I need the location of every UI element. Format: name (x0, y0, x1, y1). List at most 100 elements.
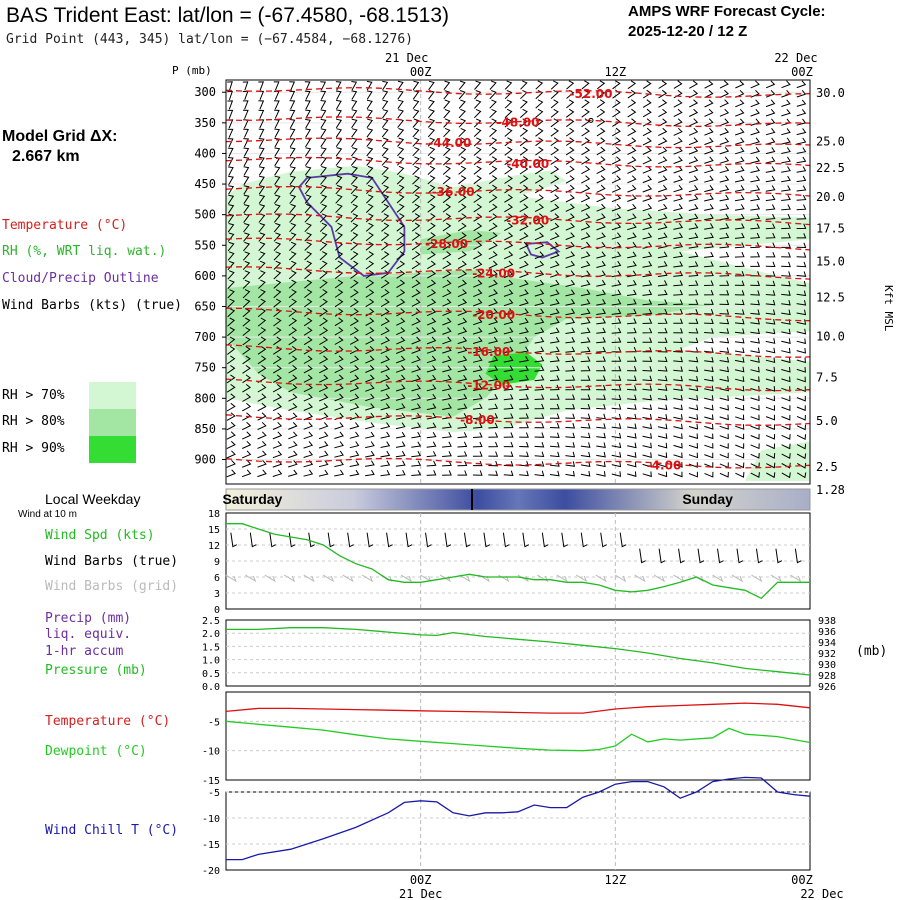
wind-barb-1430 (750, 99, 760, 108)
wind-barb-1078 (611, 346, 622, 353)
wind-barb-1358 (719, 213, 730, 221)
wind-barb-true-21 (639, 548, 646, 564)
wind-barb-789 (503, 394, 514, 401)
wind-barb-1040 (596, 384, 606, 391)
wind-barb-489 (396, 336, 406, 345)
wind-barb-535 (411, 374, 421, 382)
wind-barb-187 (288, 260, 297, 270)
wind-barb-53 (243, 185, 250, 195)
wind-barb-174 (289, 137, 296, 148)
wind-barb-895 (550, 203, 560, 212)
wind-barb-534 (411, 365, 421, 373)
wind-barb-818 (519, 270, 529, 278)
wind-barb-846 (535, 137, 544, 147)
wind-barb-1337 (704, 414, 714, 421)
wind-barb-459 (380, 450, 391, 458)
wind-barb-grid-15 (517, 574, 529, 583)
wind-barb-902 (550, 270, 560, 278)
wind-barb-grid-3 (284, 574, 296, 583)
wind-barb-1170 (642, 423, 653, 430)
wind-barb-530 (411, 327, 421, 336)
wind-barb-597 (442, 165, 451, 175)
wind-barb-1048 (596, 461, 606, 468)
wind-barb-186 (288, 251, 297, 261)
wind-barb-true-11 (444, 532, 452, 548)
wind-barb-302 (335, 156, 343, 166)
wind-barb-1525 (781, 204, 791, 211)
wind-barb-1010 (596, 99, 606, 109)
wind-barb-598 (442, 175, 451, 185)
wind-barb-139 (273, 204, 281, 214)
wind-barb-455 (380, 412, 391, 420)
wind-barb-1563 (796, 166, 807, 173)
wind-barb-400 (365, 289, 375, 298)
wind-barb-169 (289, 90, 296, 100)
wind-barb-727 (488, 203, 498, 213)
wind-barb-1307 (704, 127, 714, 136)
wind-barb-453 (380, 393, 391, 402)
wind-barb-1234 (673, 232, 684, 240)
wind-barb-44 (242, 100, 249, 110)
wind-barb-694 (473, 289, 483, 298)
wind-barb-579 (426, 393, 437, 401)
wind-barb-881 (534, 470, 545, 477)
wind-barb-1529 (781, 242, 791, 248)
wind-barb-799 (520, 89, 528, 100)
wind-barb-1323 (704, 280, 714, 286)
wind-barb-1486 (765, 232, 776, 239)
wind-barb-868 (534, 346, 545, 353)
station-marker (588, 117, 594, 123)
wind-barb-639 (458, 165, 467, 175)
wind-barb-1055 (612, 127, 621, 137)
wind-barb-1165 (642, 375, 653, 382)
wind-barb-1118 (627, 327, 637, 334)
wind-barb-71 (242, 355, 251, 365)
wind-barb-557 (427, 184, 436, 194)
wind-barb-1022 (596, 213, 606, 221)
wind-barb-1459 (750, 376, 760, 383)
wind-barb-324 (334, 365, 344, 374)
wind-barb-true-9 (405, 532, 413, 548)
wind-barb-1058 (611, 156, 622, 165)
wind-barb-828 (519, 365, 529, 372)
wind-barb-695 (473, 298, 483, 307)
wind-barb-496 (395, 403, 406, 411)
wind-barb-949 (565, 318, 576, 325)
wind-barb-913 (549, 375, 560, 382)
wind-barb-813 (519, 222, 529, 231)
wind-barb-691 (473, 260, 483, 269)
wind-barb-1423 (735, 433, 745, 440)
wind-barb-1045 (596, 432, 606, 439)
wind-barb-235 (303, 317, 313, 327)
wind-barb-942 (565, 251, 576, 259)
wind-barb-758 (504, 99, 513, 109)
wind-barb-339 (351, 109, 358, 119)
wind-barb-306 (335, 194, 343, 204)
wind-barb-1261 (688, 89, 699, 99)
wind-barb-112 (257, 345, 267, 355)
wind-barb-719 (489, 127, 498, 137)
wind-barb-1274 (688, 213, 699, 221)
wind-barb-1580 (796, 328, 807, 335)
wind-barb-1562 (796, 156, 807, 164)
wind-barb-486 (396, 308, 406, 317)
wind-barb-1594 (796, 462, 807, 469)
wind-barb-1549 (781, 434, 791, 440)
wind-barb-1566 (796, 194, 807, 201)
wind-barb-1103 (627, 184, 637, 193)
wind-barb-1236 (673, 251, 683, 259)
wind-barb-234 (304, 308, 313, 317)
wind-barb-1271 (688, 185, 699, 193)
wind-barb-685 (473, 203, 483, 213)
wind-barb-1559 (796, 128, 807, 136)
wind-barb-354 (350, 251, 359, 261)
wind-barb-514 (412, 175, 420, 185)
wind-barb-410 (365, 384, 375, 392)
wind-barb-1270 (688, 175, 699, 183)
wind-barb-1367 (719, 299, 730, 306)
isotherm-label-1: -48.00 (497, 116, 540, 130)
wind-barb-797 (503, 470, 514, 476)
wind-barb-193 (288, 317, 298, 327)
wind-barb-180 (289, 194, 297, 204)
wind-barb-1585 (796, 376, 806, 383)
